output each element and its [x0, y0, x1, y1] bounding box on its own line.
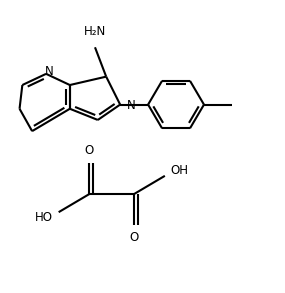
- Text: N: N: [44, 64, 53, 78]
- Text: H₂N: H₂N: [84, 25, 106, 38]
- Text: N: N: [127, 100, 136, 113]
- Text: O: O: [85, 144, 94, 157]
- Text: HO: HO: [35, 211, 53, 224]
- Text: OH: OH: [170, 164, 188, 177]
- Text: O: O: [129, 231, 139, 244]
